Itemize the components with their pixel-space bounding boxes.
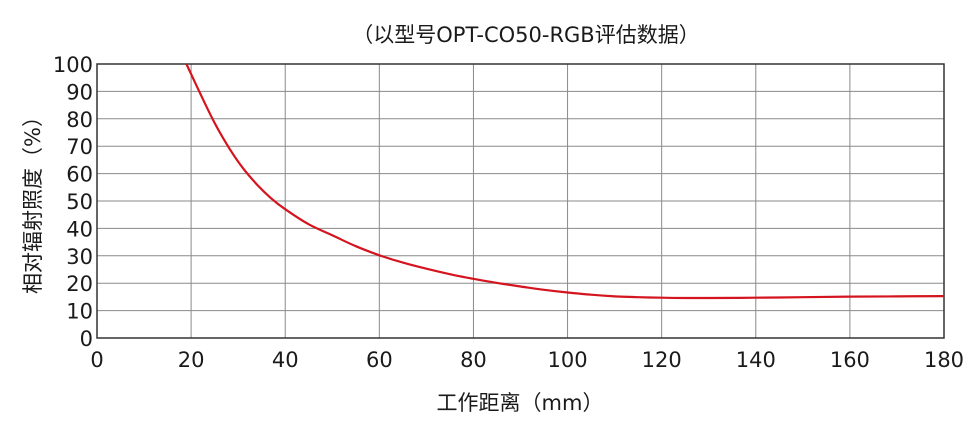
series-line [185, 63, 945, 300]
y-axis: 0 10 20 30 40 50 60 70 80 90 100 [53, 53, 93, 351]
y-tick-label-0: 0 [80, 327, 93, 351]
chart-title: （以型号OPT-CO50-RGB评估数据） [352, 23, 699, 47]
y-tick-label-6: 60 [66, 163, 93, 187]
x-axis: 0 20 40 60 80 100 120 140 160 180 [90, 348, 964, 372]
y-tick-label-10: 100 [53, 53, 93, 77]
x-tick-label-2: 40 [272, 348, 299, 372]
x-tick-label-0: 0 [90, 348, 103, 372]
y-axis-label: 相对辐射照度（%） [21, 106, 45, 294]
x-axis-label: 工作距离（mm） [437, 391, 604, 415]
x-tick-label-1: 20 [178, 348, 205, 372]
x-tick-label-7: 140 [736, 348, 776, 372]
y-tick-label-2: 20 [66, 272, 93, 296]
y-tick-label-5: 50 [66, 190, 93, 214]
y-tick-label-8: 80 [66, 108, 93, 132]
y-tick-label-7: 70 [66, 135, 93, 159]
x-tick-label-9: 180 [924, 348, 964, 372]
y-tick-label-4: 40 [66, 217, 93, 241]
x-tick-label-4: 80 [460, 348, 487, 372]
y-tick-label-1: 10 [66, 300, 93, 324]
x-tick-label-5: 100 [548, 348, 588, 372]
y-tick-label-3: 30 [66, 245, 93, 269]
plot-frame [96, 63, 945, 339]
x-tick-label-3: 60 [366, 348, 393, 372]
y-tick-label-9: 90 [66, 80, 93, 104]
x-tick-label-6: 120 [642, 348, 682, 372]
x-tick-label-8: 160 [830, 348, 870, 372]
